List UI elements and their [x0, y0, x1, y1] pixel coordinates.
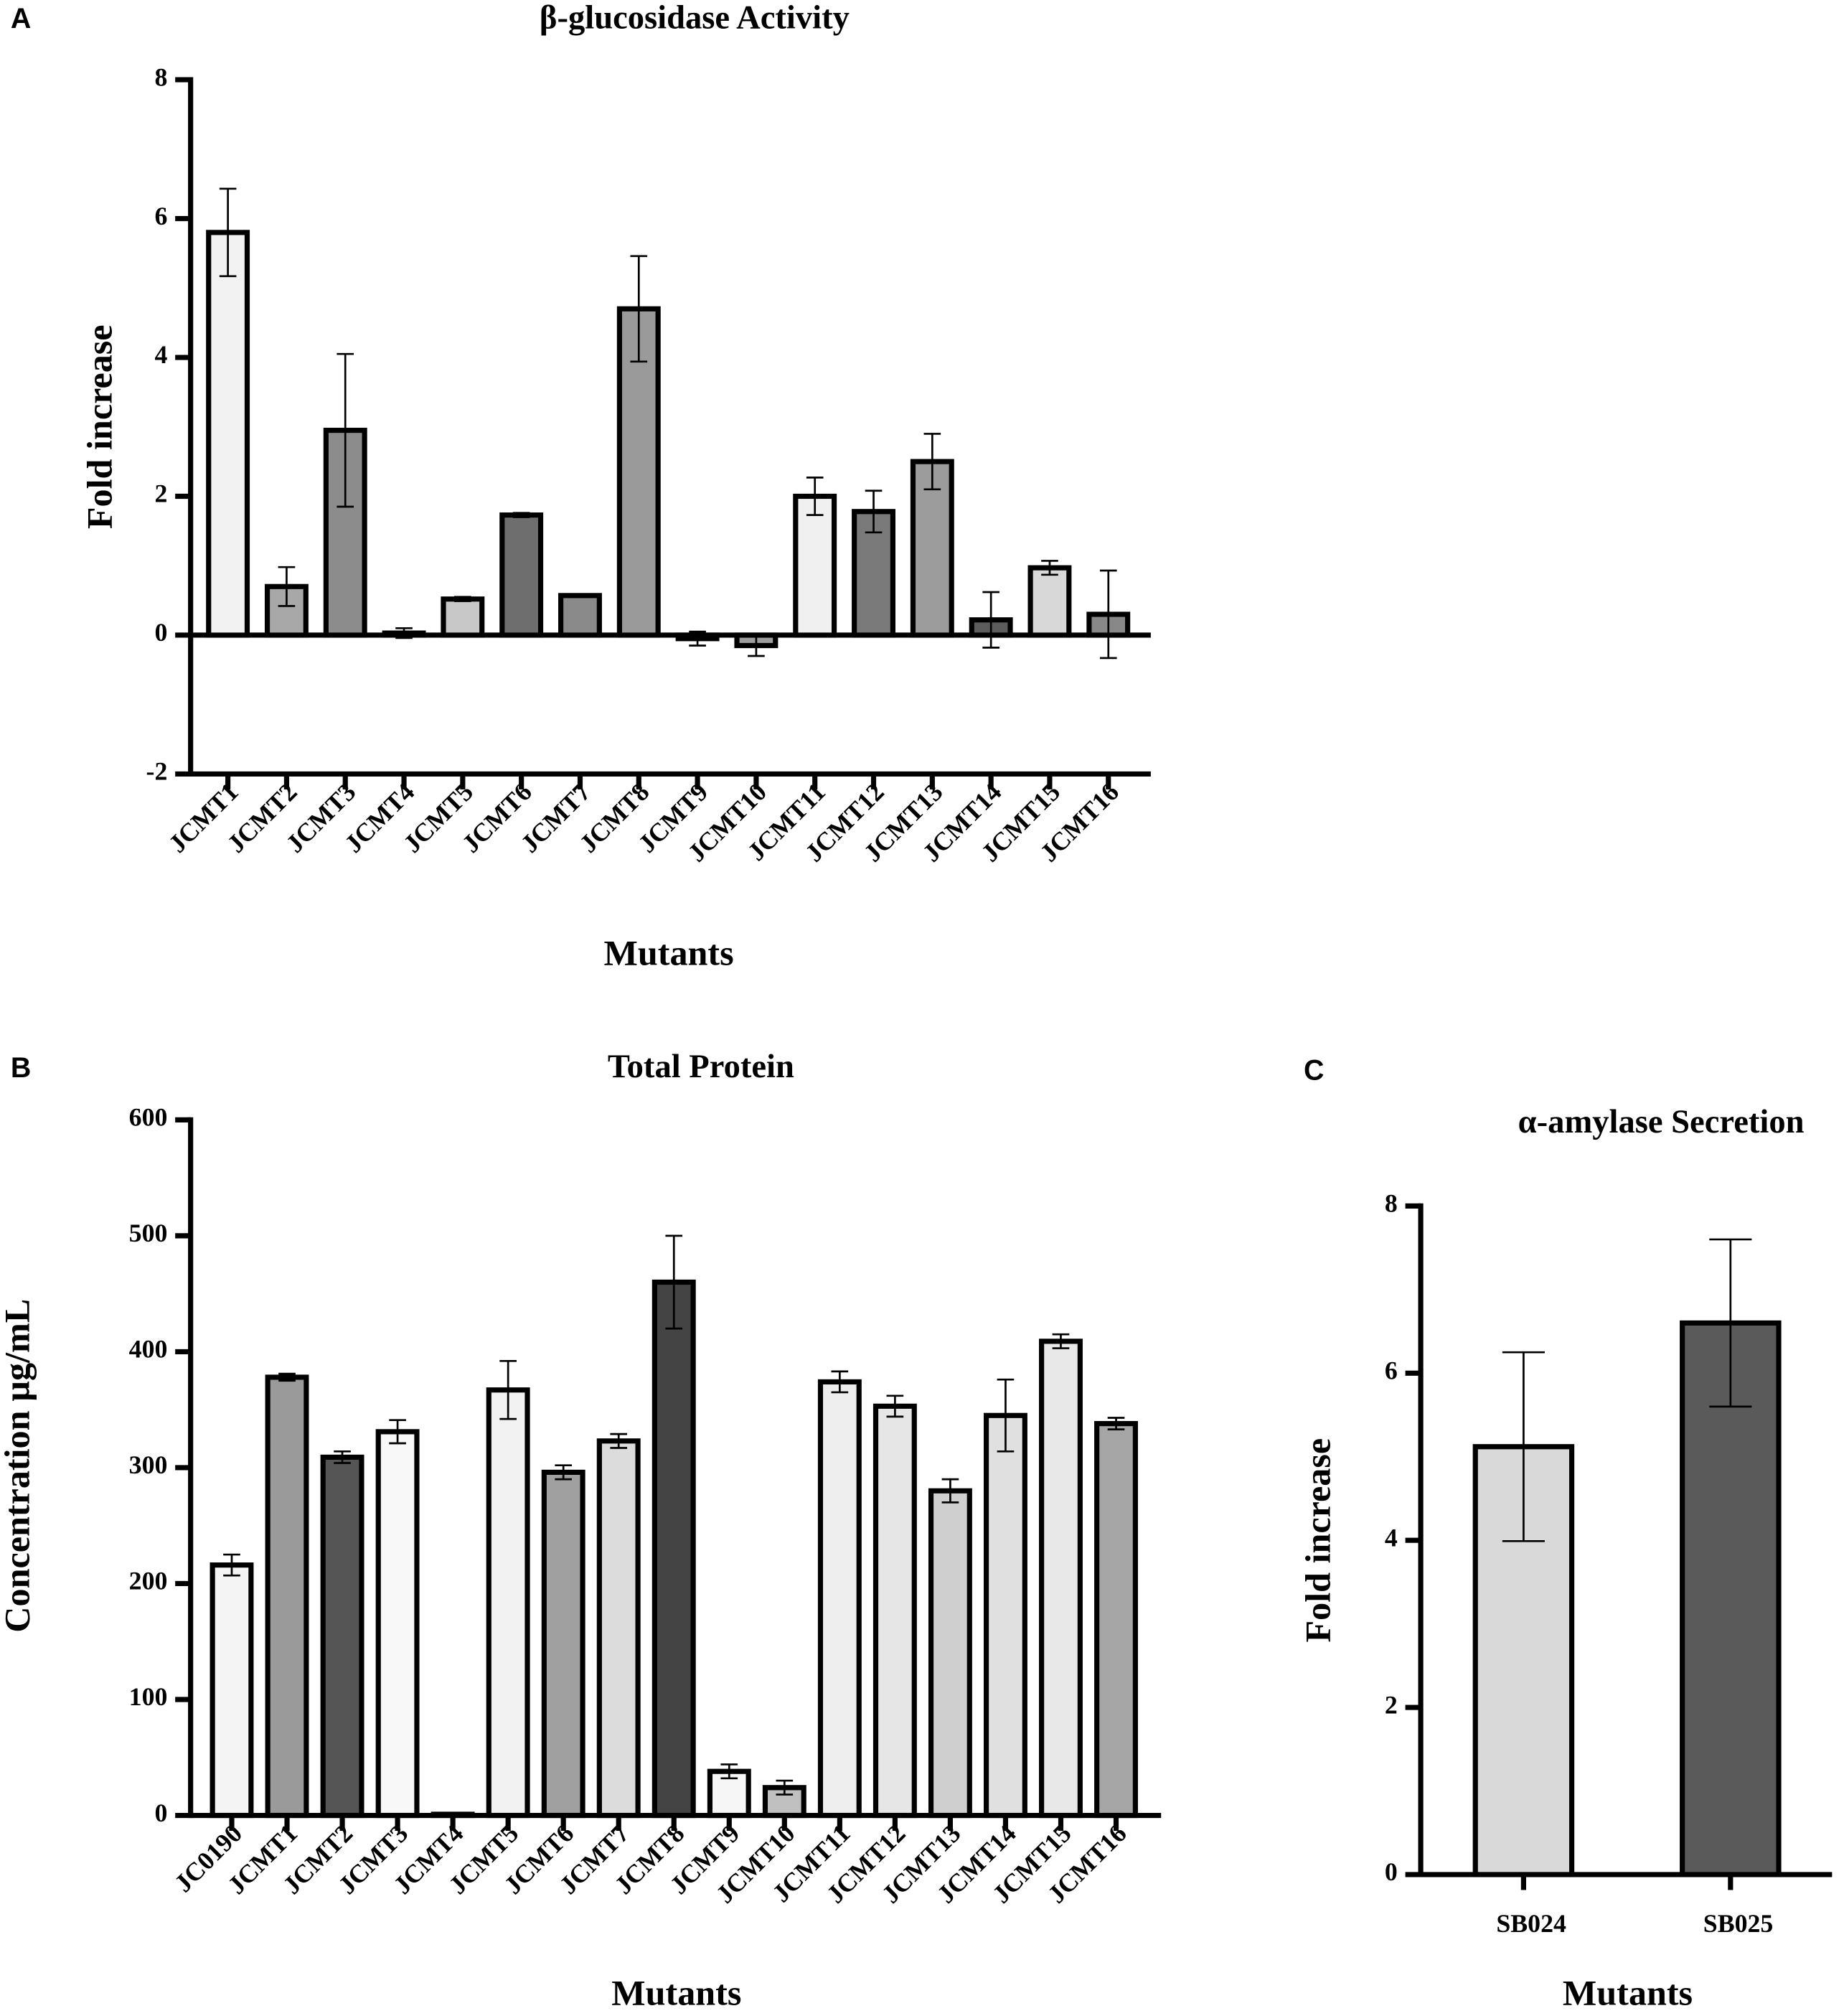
error-bar [831, 1370, 849, 1394]
chart-title: Total Protein [608, 1049, 794, 1085]
error-bar [389, 1419, 406, 1445]
error-bar [1107, 1417, 1125, 1430]
chart-title: β-glucosidase Activity [540, 0, 850, 36]
y-tick-label: 8 [1385, 1189, 1398, 1218]
error-bar [499, 1359, 517, 1420]
error-bar [689, 630, 706, 647]
bar [558, 593, 602, 638]
bar [210, 1562, 254, 1819]
bar [441, 596, 485, 638]
y-tick-label: 0 [155, 618, 168, 647]
error-bar [886, 1394, 904, 1418]
bar [1094, 1420, 1138, 1819]
y-tick-label: 6 [155, 202, 168, 230]
bar [1039, 1338, 1083, 1819]
bar [1680, 1320, 1782, 1877]
error-bar [982, 591, 999, 649]
bar [486, 1387, 530, 1819]
error-bar [665, 1234, 683, 1330]
y-axis-label: Concentration µg/mL [0, 1299, 37, 1633]
error-bar [1709, 1238, 1752, 1408]
panel-label: C [1304, 1054, 1324, 1086]
x-tick-label: SB025 [1703, 1909, 1774, 1938]
error-bar [748, 634, 765, 657]
error-bar [395, 627, 413, 639]
y-tick-label: 4 [155, 340, 168, 369]
error-bar [512, 512, 530, 518]
error-bar [454, 596, 471, 602]
error-bar [1041, 560, 1058, 576]
error-bar [610, 1433, 628, 1449]
error-bar [997, 1378, 1015, 1453]
error-bar [1502, 1351, 1545, 1542]
bar [817, 1379, 862, 1819]
y-tick-label: 600 [129, 1103, 168, 1132]
error-bar [334, 1450, 351, 1464]
x-axis-label: Mutants [611, 1973, 741, 2013]
y-tick-label: 400 [129, 1335, 168, 1364]
error-bar [941, 1478, 959, 1504]
y-tick-label: 500 [129, 1219, 168, 1247]
bar [928, 1488, 972, 1819]
y-tick-label: 0 [155, 1799, 168, 1827]
bar [983, 1412, 1027, 1819]
bar [265, 1374, 309, 1819]
bar [793, 493, 837, 638]
y-axis-label: Fold increase [79, 324, 119, 529]
error-bar [223, 1553, 240, 1577]
error-bar [776, 1779, 794, 1796]
error-bar [219, 187, 237, 278]
bar [596, 1438, 641, 1819]
y-tick-label: 300 [129, 1450, 168, 1479]
error-bar [720, 1763, 738, 1780]
error-bar [1052, 1333, 1070, 1349]
y-axis-label: Fold increase [1298, 1438, 1338, 1643]
panel-label: B [11, 1052, 31, 1084]
bar [910, 459, 954, 638]
error-bar [571, 593, 589, 599]
error-bar [278, 566, 296, 607]
y-tick-label: 4 [1385, 1523, 1398, 1552]
y-tick-label: -2 [146, 757, 168, 786]
bar [541, 1469, 585, 1819]
y-tick-label: 0 [1385, 1857, 1398, 1886]
error-bar [630, 255, 648, 363]
panel-label: A [11, 3, 31, 34]
bar [872, 1403, 917, 1819]
y-tick-label: 2 [1385, 1690, 1398, 1719]
error-bar [555, 1464, 573, 1481]
x-axis-label: Mutants [604, 932, 734, 972]
error-bar [865, 489, 883, 534]
error-bar [923, 433, 941, 491]
bar [375, 1429, 420, 1819]
x-axis-label: Mutants [1563, 1973, 1693, 2013]
x-tick-label: SB024 [1496, 1909, 1566, 1938]
bar [1027, 565, 1072, 638]
bar [651, 1279, 696, 1819]
bar [320, 1454, 364, 1819]
y-tick-label: 200 [129, 1567, 168, 1595]
y-tick-label: 100 [129, 1682, 168, 1711]
error-bar [1099, 569, 1117, 660]
y-tick-label: 2 [155, 479, 168, 508]
error-bar [806, 477, 824, 516]
error-bar [337, 352, 354, 508]
bar [206, 230, 250, 638]
chart-title: α-amylase Secretion [1518, 1104, 1805, 1140]
y-tick-label: 6 [1385, 1356, 1398, 1384]
bar [499, 512, 544, 638]
error-bar [278, 1372, 296, 1382]
bar [616, 306, 661, 638]
y-tick-label: 8 [155, 62, 168, 91]
